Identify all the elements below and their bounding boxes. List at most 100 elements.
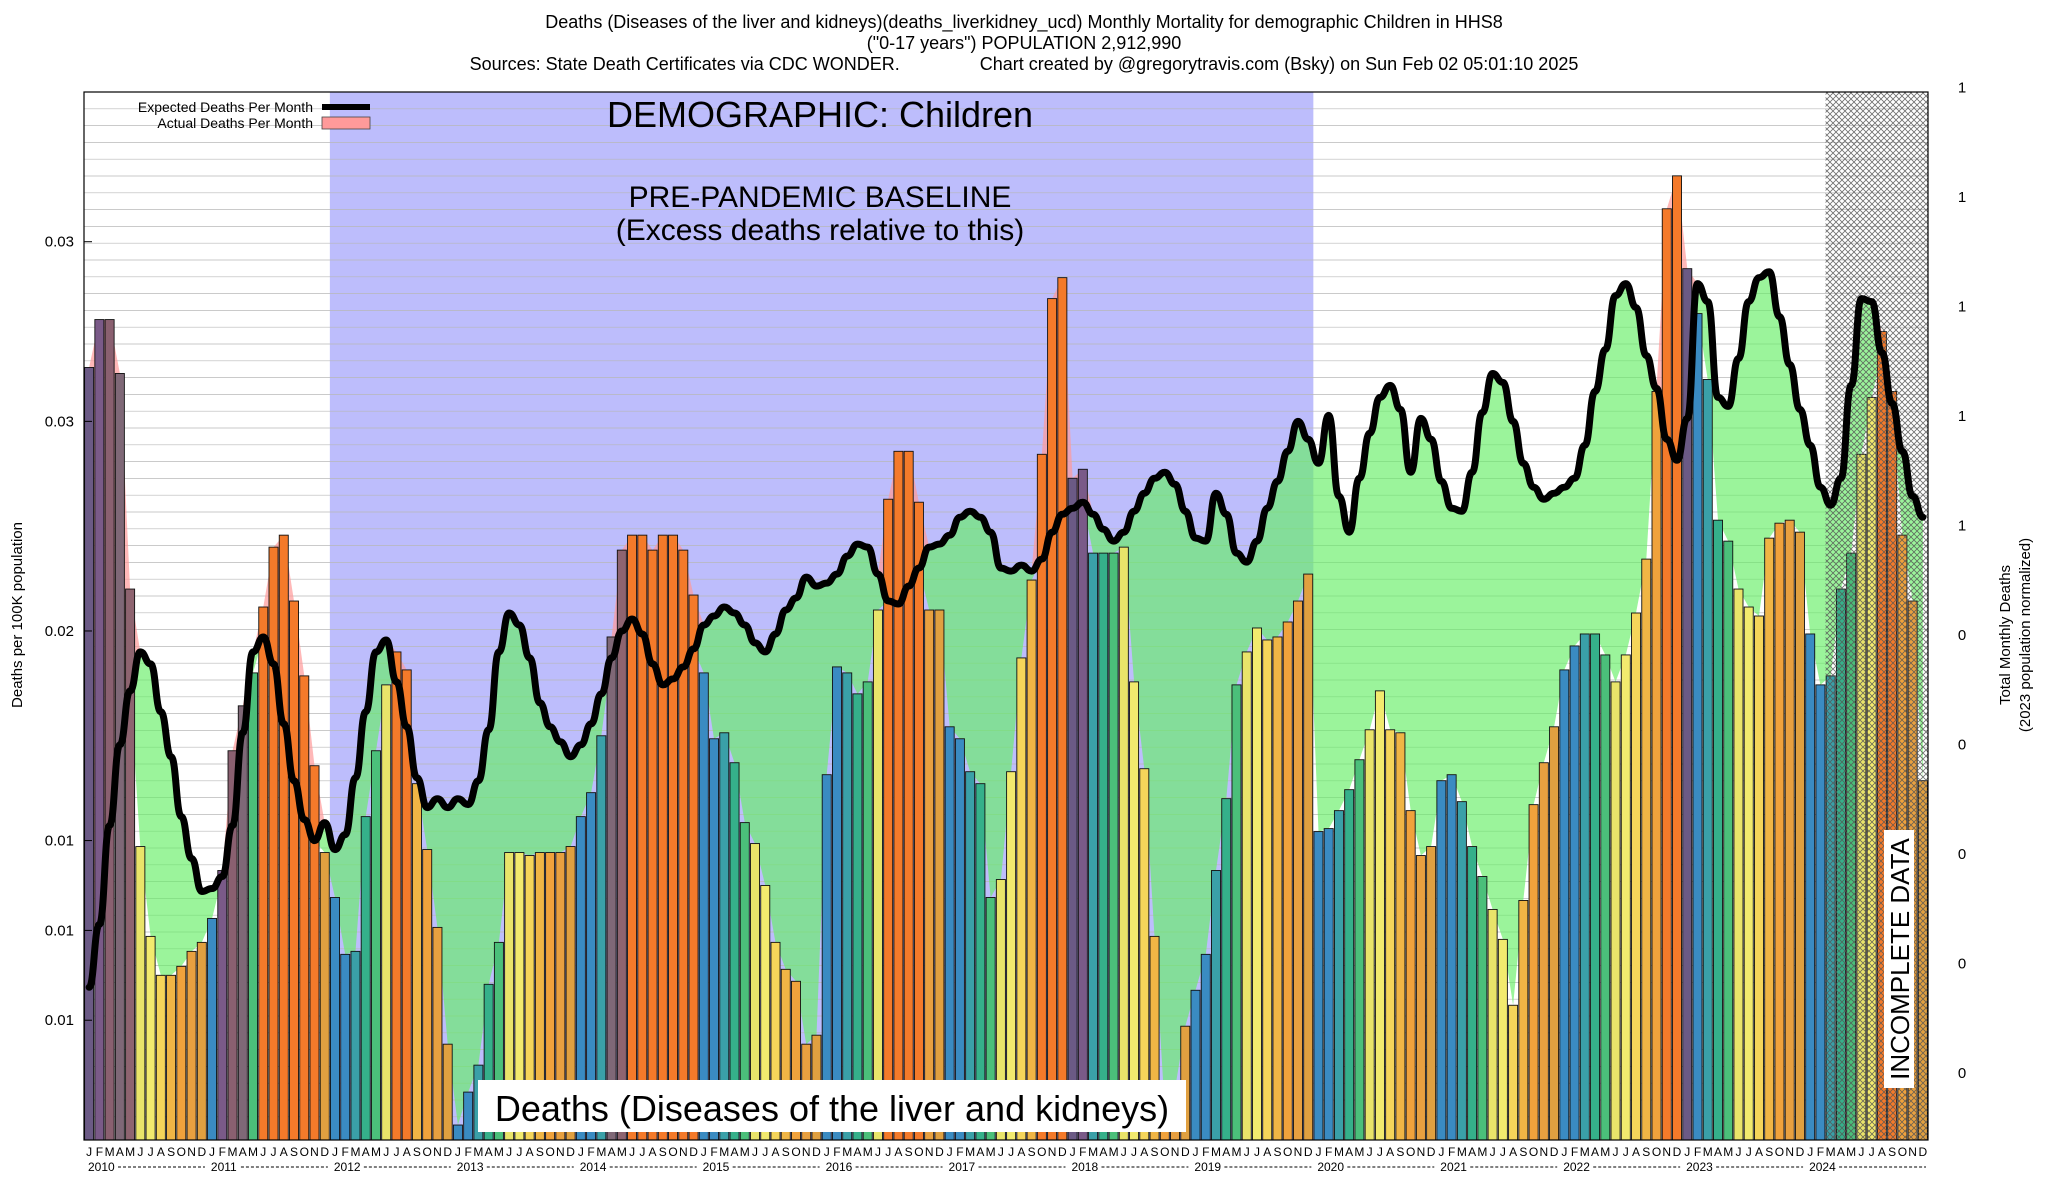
x-month-label: M	[248, 1145, 258, 1159]
x-year-label: 2019	[1194, 1160, 1221, 1174]
x-month-label: O	[545, 1145, 554, 1159]
x-month-label: J	[148, 1145, 154, 1159]
y-tick-label: 0.01	[45, 833, 74, 850]
x-month-label: J	[1735, 1145, 1741, 1159]
bar-actual	[432, 926, 443, 1141]
x-month-label: F	[219, 1145, 226, 1159]
x-month-label: M	[1457, 1145, 1467, 1159]
x-month-label: N	[1294, 1145, 1303, 1159]
bar-actual	[842, 672, 853, 1141]
expected-deaths-line	[85, 268, 1927, 991]
bar-actual	[452, 1124, 463, 1141]
x-month-label: J	[506, 1145, 512, 1159]
x-month-label: N	[1048, 1145, 1057, 1159]
bar-actual	[1631, 612, 1642, 1141]
bar-actual	[1713, 519, 1723, 1141]
x-month-label: J	[701, 1145, 707, 1159]
x-month-label: M	[986, 1145, 996, 1159]
bar-actual	[340, 953, 351, 1141]
bar-actual	[1241, 651, 1252, 1141]
bar-actual	[1672, 175, 1682, 1141]
x-month-label: N	[925, 1145, 934, 1159]
x-month-label: J	[393, 1145, 399, 1159]
x-month-label: O	[1652, 1145, 1661, 1159]
x-month-label: N	[1662, 1145, 1671, 1159]
bar-actual	[176, 965, 187, 1141]
bar-actual	[278, 534, 289, 1141]
y2-tick-label: 0	[1958, 627, 1966, 644]
bar-actual	[1098, 552, 1109, 1141]
x-month-label: M	[1334, 1145, 1344, 1159]
x-month-label: O	[1775, 1145, 1784, 1159]
bar-actual	[381, 684, 392, 1141]
x-month-label: J	[1367, 1145, 1373, 1159]
x-month-label: A	[280, 1145, 288, 1159]
y-tick-label: 0.02	[45, 623, 74, 640]
bar-actual	[442, 1043, 453, 1141]
x-month-label: N	[1171, 1145, 1180, 1159]
bar-actual	[217, 870, 228, 1141]
x-month-label: D	[320, 1145, 329, 1159]
x-month-label: A	[976, 1145, 984, 1159]
x-month-label: D	[443, 1145, 452, 1159]
bar-actual	[1508, 1004, 1519, 1141]
x-month-label: A	[1755, 1145, 1763, 1159]
bar-actual	[370, 750, 381, 1141]
title-line-1: Deaths (Diseases of the liver and kidney…	[545, 12, 1503, 32]
x-month-label: O	[668, 1145, 677, 1159]
x-month-label: M	[617, 1145, 627, 1159]
bar-actual	[903, 450, 914, 1141]
bar-actual	[1620, 654, 1631, 1141]
x-month-label: J	[1070, 1145, 1076, 1159]
bar-actual	[1129, 681, 1140, 1141]
bar-actual	[1538, 762, 1549, 1141]
bar-actual	[1426, 846, 1437, 1141]
x-month-label: D	[197, 1145, 206, 1159]
bar-actual	[94, 319, 105, 1141]
x-month-label: N	[187, 1145, 196, 1159]
bar-actual	[709, 738, 720, 1141]
bar-actual	[1569, 645, 1580, 1141]
x-month-label: F	[1571, 1145, 1578, 1159]
bar-actual	[1661, 208, 1672, 1141]
bar-actual	[1467, 846, 1478, 1141]
x-month-label: J	[86, 1145, 92, 1159]
bar-actual	[1518, 900, 1529, 1141]
bar-actual	[1590, 633, 1601, 1141]
title-line-3: Sources: State Death Certificates via CD…	[469, 54, 1579, 74]
y2-tick-label: 1	[1958, 408, 1966, 425]
bar-actual	[145, 935, 156, 1141]
x-month-label: N	[679, 1145, 688, 1159]
x-month-label: J	[1121, 1145, 1127, 1159]
x-month-label: M	[1846, 1145, 1856, 1159]
bar-actual	[1354, 759, 1365, 1141]
x-month-label: S	[536, 1145, 544, 1159]
x-month-label: N	[433, 1145, 442, 1159]
legend-label-actual: Actual Deaths Per Month	[157, 115, 313, 131]
x-month-label: O	[791, 1145, 800, 1159]
incomplete-label: INCOMPLETE DATA	[1885, 837, 1915, 1079]
x-month-label: F	[1817, 1145, 1824, 1159]
x-month-label: D	[812, 1145, 821, 1159]
x-month-label: N	[556, 1145, 565, 1159]
bar-actual	[1702, 379, 1713, 1141]
expected-gap-area	[89, 271, 1923, 1125]
bar-actual	[1723, 540, 1734, 1141]
x-month-label: A	[649, 1145, 657, 1159]
bar-actual	[1456, 801, 1467, 1141]
x-month-label: M	[350, 1145, 360, 1159]
x-month-label: S	[1151, 1145, 1159, 1159]
x-year-label: 2021	[1440, 1160, 1467, 1174]
x-month-label: S	[413, 1145, 421, 1159]
title-line-2: ("0-17 years") POPULATION 2,912,990	[866, 33, 1182, 53]
x-month-label: F	[1448, 1145, 1455, 1159]
bar-actual	[1784, 519, 1795, 1141]
x-month-label: F	[464, 1145, 471, 1159]
x-month-label: M	[863, 1145, 873, 1159]
bar-actual	[698, 672, 709, 1141]
bar-actual	[258, 606, 269, 1141]
x-month-label: J	[1254, 1145, 1260, 1159]
y-tick-label: 0.03	[45, 413, 74, 430]
bar-actual	[1374, 690, 1385, 1141]
